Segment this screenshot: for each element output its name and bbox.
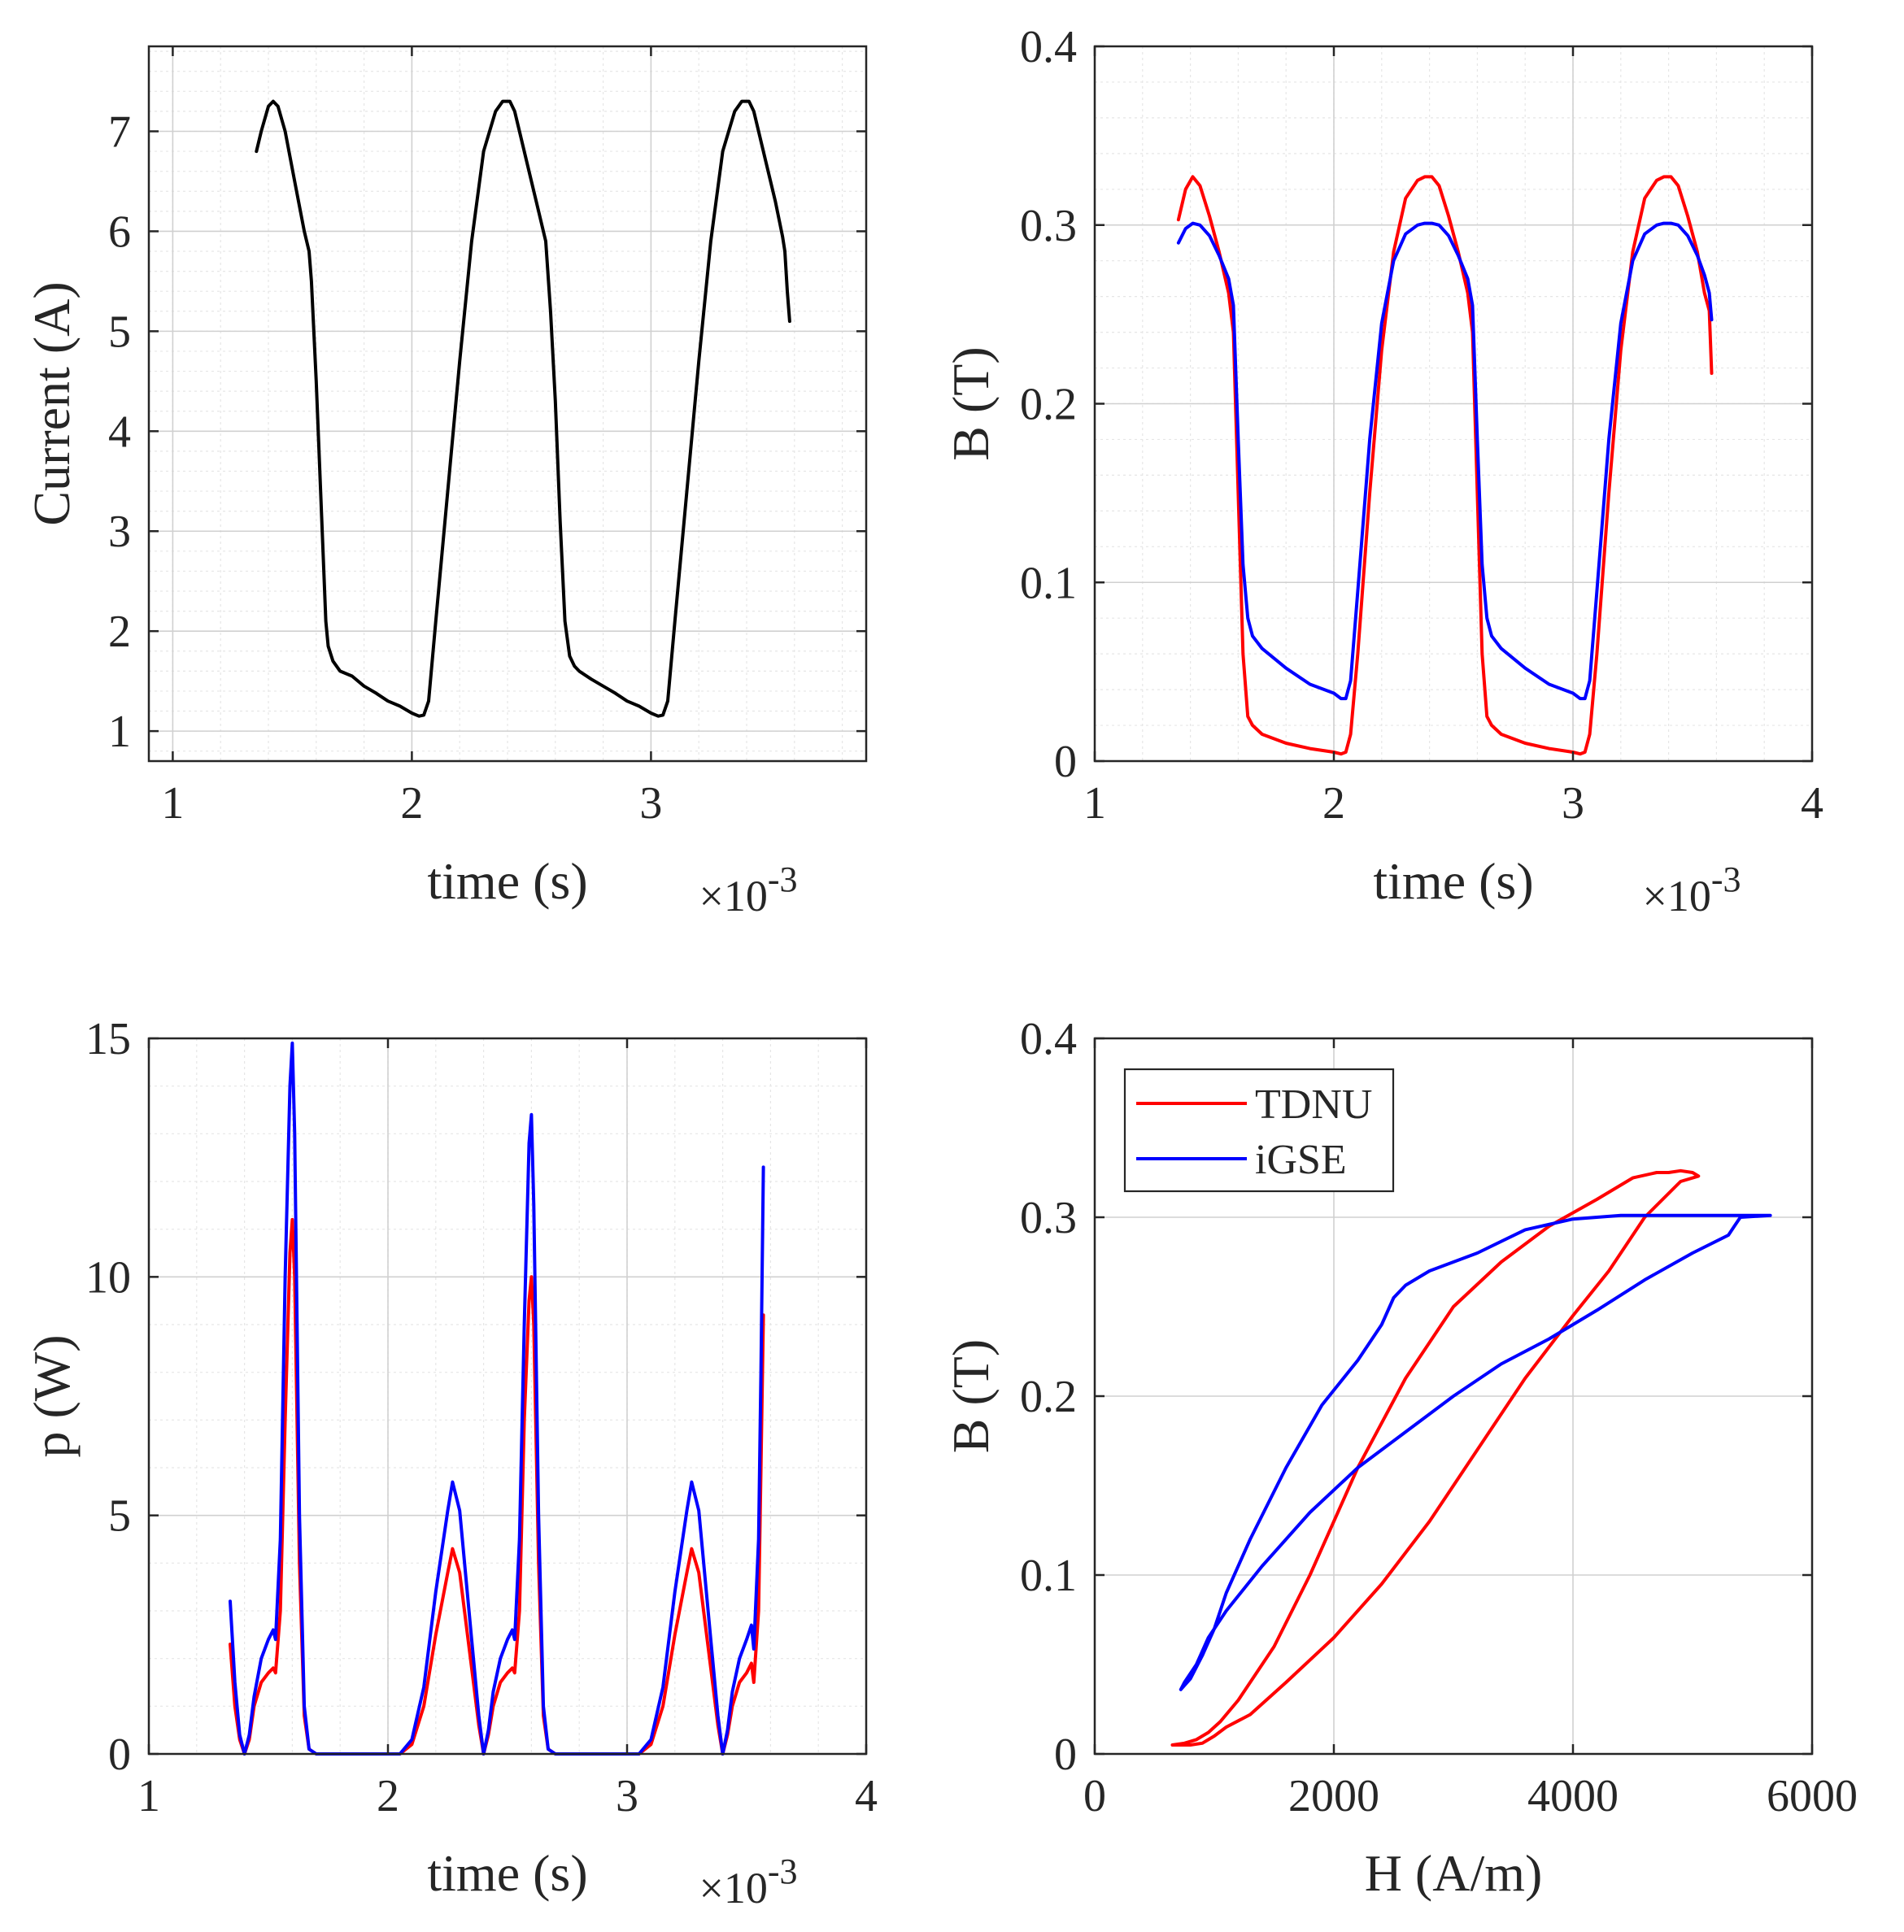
y-tick-label: 0.3 — [1020, 201, 1077, 251]
current-x-exponent-base: ×10 — [699, 872, 767, 920]
bh-loop-panel: 0 2000 4000 6000 0 0.1 0.2 0.3 0.4 H (A/m) B (T)… — [942, 1014, 1858, 1902]
y-tick-label: 0.2 — [1020, 1372, 1077, 1422]
x-tick-label: 6000 — [1767, 1771, 1858, 1821]
bh-loop-plot-lines — [1170, 1168, 1772, 1747]
y-tick-label: 10 — [85, 1252, 131, 1303]
x-tick-label: 2 — [377, 1771, 399, 1821]
power-plot-lines — [229, 1041, 765, 1756]
flux-density-time-y-axis-label: B (T) — [942, 346, 1000, 460]
legend-box — [1123, 1068, 1395, 1193]
power-x-axis-label: time (s) — [427, 1844, 587, 1902]
bh-loop-ticks: 0 2000 4000 6000 0 0.1 0.2 0.3 0.4 — [1020, 1014, 1858, 1821]
power-axes-frame — [147, 1037, 868, 1756]
bh-loop-legend: TDNU iGSE — [1123, 1068, 1395, 1193]
y-tick-label: 0 — [1054, 1730, 1077, 1780]
x-tick-label: 4 — [855, 1771, 878, 1821]
series-line-igse — [1176, 221, 1714, 701]
x-tick-label: 4 — [1801, 778, 1823, 829]
flux-density-time-x-exponent: ×10-3 — [1642, 859, 1741, 920]
y-tick-label: 6 — [108, 207, 131, 257]
current-x-exponent-power: -3 — [768, 859, 798, 899]
current-ticks: 1 2 3 1 2 3 4 5 6 7 — [108, 46, 866, 829]
current-grid — [149, 46, 866, 761]
power-panel: 1 2 3 4 0 5 10 15 time (s) p (W) ×10-3 — [23, 1014, 878, 1912]
x-tick-label: 3 — [1562, 778, 1584, 829]
series-line-igse — [1179, 1213, 1772, 1691]
power-y-axis-label: p (W) — [23, 1334, 81, 1457]
current-panel: 1 2 3 1 2 3 4 5 6 7 time (s) Current (A) ×10-3 — [23, 45, 868, 920]
x-tick-label: 3 — [616, 1771, 638, 1821]
flux-density-time-x-axis-label: time (s) — [1373, 852, 1533, 910]
flux-density-time-x-exponent-power: -3 — [1711, 859, 1741, 899]
legend-label-tdnu: TDNU — [1255, 1081, 1372, 1128]
series-line-tdnu — [1176, 175, 1714, 756]
legend-label-igse: iGSE — [1255, 1137, 1347, 1183]
current-plot-lines — [255, 99, 791, 718]
x-tick-label: 1 — [161, 778, 184, 829]
flux-density-time-panel: 1 2 3 4 0 0.1 0.2 0.3 0.4 time (s) B (T) ×10-3 — [942, 22, 1823, 920]
current-axes-frame — [147, 45, 868, 763]
y-tick-label: 5 — [108, 307, 131, 357]
x-tick-label: 2000 — [1288, 1771, 1379, 1821]
power-x-exponent-base: ×10 — [699, 1864, 767, 1912]
series-line-igse — [229, 1041, 765, 1756]
series-line-tdnu — [1170, 1168, 1701, 1747]
series-line-current — [255, 99, 791, 718]
current-y-axis-label: Current (A) — [23, 281, 81, 525]
x-tick-label: 2 — [1322, 778, 1345, 829]
current-x-exponent: ×10-3 — [699, 859, 797, 920]
y-tick-label: 0.2 — [1020, 380, 1077, 430]
y-tick-label: 3 — [108, 507, 131, 557]
y-tick-label: 0.3 — [1020, 1193, 1077, 1243]
flux-density-time-x-exponent-base: ×10 — [1642, 872, 1710, 920]
y-tick-label: 7 — [108, 107, 131, 157]
power-ticks: 1 2 3 4 0 5 10 15 — [85, 1014, 878, 1821]
y-tick-label: 0.1 — [1020, 1551, 1077, 1601]
x-tick-label: 3 — [639, 778, 662, 829]
y-tick-label: 0.4 — [1020, 1014, 1077, 1064]
x-tick-label: 2 — [400, 778, 423, 829]
y-tick-label: 4 — [108, 407, 131, 457]
flux-density-time-ticks: 1 2 3 4 0 0.1 0.2 0.3 0.4 — [1020, 22, 1823, 829]
y-tick-label: 5 — [108, 1491, 131, 1542]
series-line-tdnu — [229, 1217, 765, 1756]
x-tick-label: 0 — [1083, 1771, 1106, 1821]
bh-loop-y-axis-label: B (T) — [942, 1339, 1000, 1453]
y-tick-label: 0.1 — [1020, 558, 1077, 608]
y-tick-label: 15 — [85, 1014, 131, 1064]
y-tick-label: 0 — [108, 1730, 131, 1780]
current-x-axis-label: time (s) — [427, 852, 587, 910]
x-tick-label: 1 — [1083, 778, 1106, 829]
y-tick-label: 2 — [108, 607, 131, 657]
power-x-exponent-power: -3 — [768, 1852, 798, 1891]
power-x-exponent: ×10-3 — [699, 1852, 797, 1912]
flux-density-time-plot-lines — [1176, 175, 1714, 756]
y-tick-label: 0.4 — [1020, 22, 1077, 72]
x-tick-label: 4000 — [1527, 1771, 1619, 1821]
y-tick-label: 1 — [108, 707, 131, 757]
x-tick-label: 1 — [137, 1771, 160, 1821]
bh-loop-x-axis-label: H (A/m) — [1365, 1844, 1543, 1902]
y-tick-label: 0 — [1054, 737, 1077, 787]
